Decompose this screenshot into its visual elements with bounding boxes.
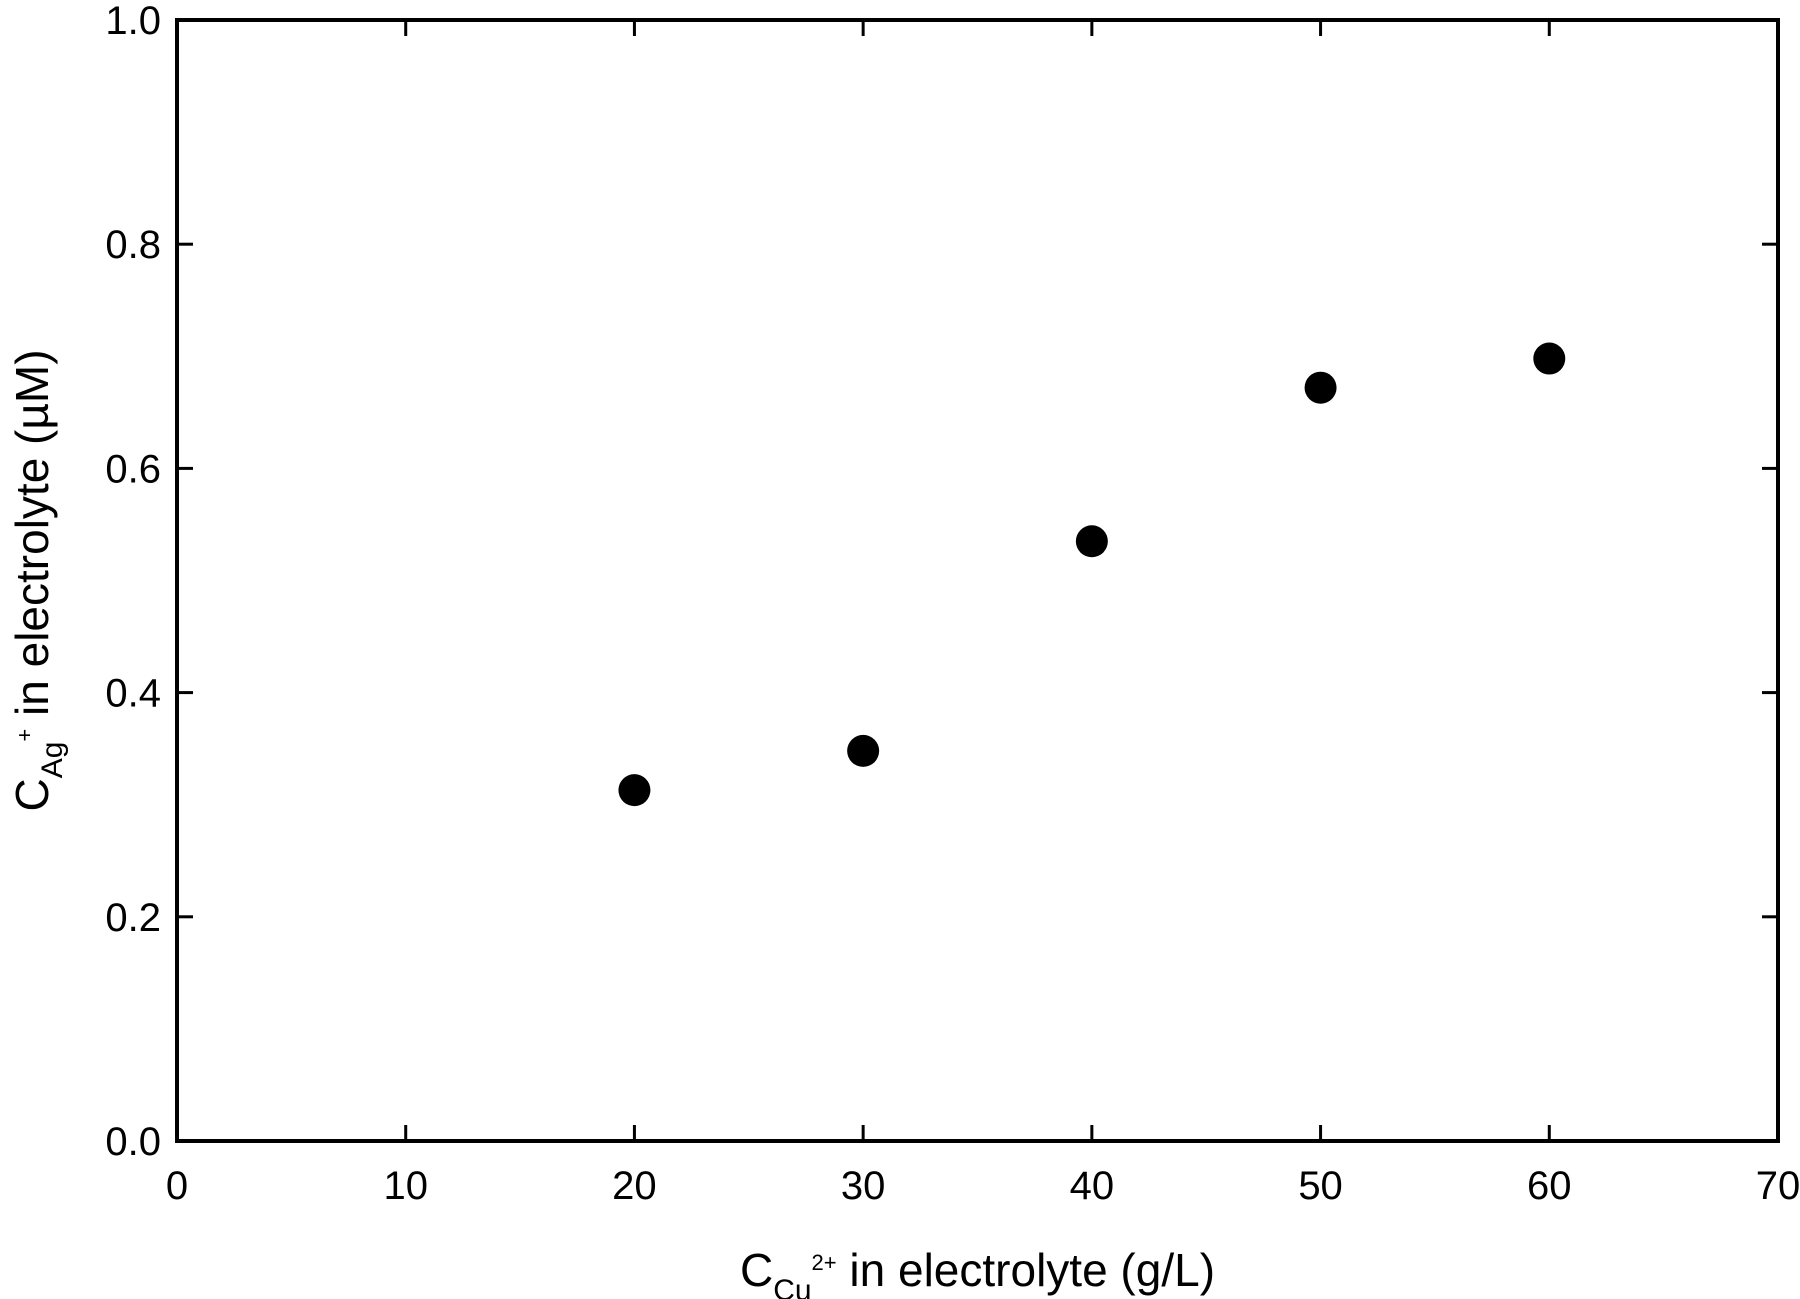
- y-axis-title-main: C: [6, 778, 58, 811]
- y-axis-title-rest: in electrolyte (µM): [6, 349, 58, 728]
- y-axis-title: CAg+ in electrolyte (µM): [6, 349, 69, 811]
- x-tick-label: 30: [841, 1164, 886, 1208]
- plot-frame: [175, 18, 1780, 1143]
- data-point: [1533, 342, 1566, 375]
- x-tick-label: 20: [612, 1164, 657, 1208]
- data-point: [1304, 371, 1337, 404]
- x-tick-label: 40: [1070, 1164, 1115, 1208]
- x-axis-title-rest: in electrolyte (g/L): [837, 1244, 1215, 1296]
- x-axis-title-subscript: Cu: [773, 1274, 811, 1299]
- data-point: [1075, 525, 1108, 558]
- x-tick-label: 10: [383, 1164, 428, 1208]
- data-points: [618, 342, 1566, 807]
- x-axis-title: CCu2+ in electrolyte (g/L): [740, 1244, 1215, 1299]
- y-axis-title-superscript: +: [12, 729, 37, 742]
- data-point: [618, 774, 651, 807]
- x-tick-label: 60: [1527, 1164, 1572, 1208]
- y-tick-label: 1.0: [105, 0, 161, 43]
- y-tick-label: 0.6: [105, 447, 161, 491]
- y-tick-label: 0.0: [105, 1120, 161, 1164]
- y-tick-label: 0.8: [105, 223, 161, 267]
- x-axis-title-main: C: [740, 1244, 773, 1296]
- y-tick-label: 0.2: [105, 896, 161, 940]
- x-tick-label: 0: [166, 1164, 188, 1208]
- x-axis-title-superscript: 2+: [812, 1250, 837, 1275]
- y-axis-title-subscript: Ag: [36, 742, 69, 779]
- x-tick-label: 50: [1298, 1164, 1343, 1208]
- tick-labels: 0 10 20 30 40 50 60 70 0.0 0.2 0.4 0.6 0.8 1.0: [105, 0, 1800, 1208]
- tick-marks: [175, 18, 1780, 1143]
- x-tick-label: 70: [1756, 1164, 1800, 1208]
- data-point: [847, 734, 880, 767]
- y-tick-label: 0.4: [105, 672, 161, 716]
